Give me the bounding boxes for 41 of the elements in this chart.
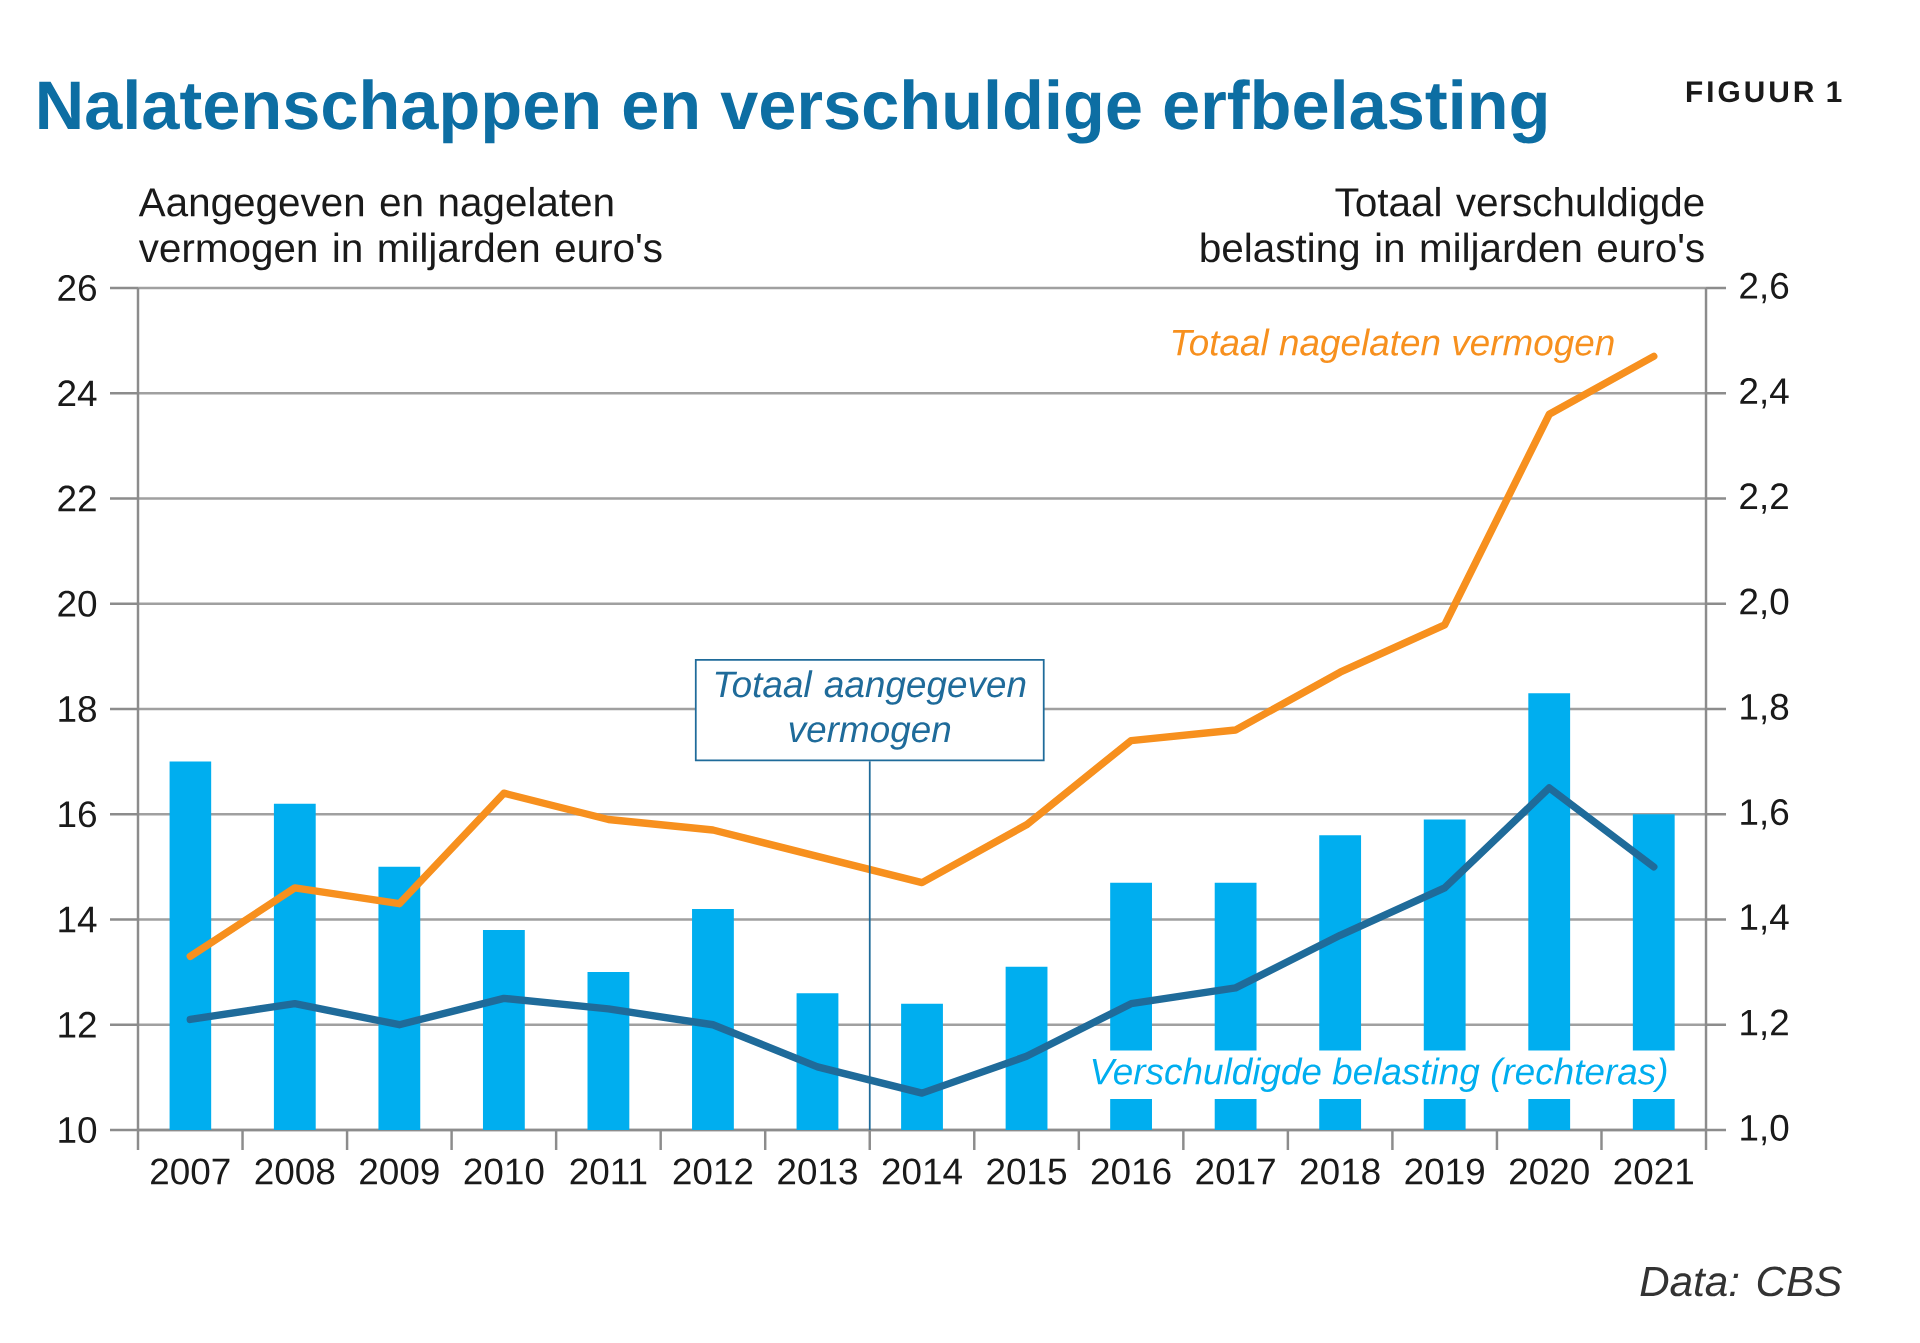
- y-tick-label: 18: [59, 695, 96, 723]
- x-tick-label: 2012: [673, 1158, 753, 1185]
- y-tick-label: 12: [59, 1011, 96, 1038]
- x-tick-label: 2013: [778, 1158, 857, 1185]
- series-label: Totaal nagelaten vermogen: [1172, 328, 1614, 363]
- y2-tick-label: 1,6: [1741, 799, 1789, 830]
- y-axis-title: Aangegeven en nagelaten vermogen in miljarden euro's: [138, 186, 662, 271]
- y2-axis-title: Totaal verschuldigde belasting in miljarden euro's: [1201, 186, 1704, 271]
- y2-tick-label: 1,2: [1741, 1009, 1788, 1040]
- x-tick-label: 2007: [151, 1158, 230, 1185]
- y2-tick-label: 2,0: [1740, 588, 1789, 619]
- y-tick-label: 22: [58, 485, 96, 512]
- y-tick-label: 10: [59, 1116, 97, 1144]
- y2-tick-label: 2,4: [1740, 378, 1789, 409]
- text: Data: CBS: [1640, 1266, 1842, 1297]
- x-tick-label: 2020: [1510, 1158, 1589, 1185]
- x-tick-label: 2015: [987, 1158, 1067, 1185]
- y2-tick-label: 1,0: [1741, 1114, 1789, 1146]
- x-tick-label: 2019: [1405, 1158, 1484, 1185]
- y-tick-label: 16: [59, 801, 96, 828]
- y-tick-label: 14: [59, 906, 97, 933]
- x-tick-label: 2018: [1300, 1158, 1380, 1185]
- chart-title: Nalatenschappen en verschuldige erfbelasting: [39, 79, 1546, 144]
- x-tick-label: 2008: [255, 1158, 335, 1185]
- y-tick-label: 20: [58, 590, 97, 617]
- x-tick-label: 2009: [360, 1158, 439, 1185]
- y-tick-label: 26: [58, 274, 96, 302]
- x-tick-label: 2021: [1614, 1158, 1693, 1185]
- x-tick-label: 2011: [570, 1158, 647, 1185]
- x-tick-label: 2010: [464, 1158, 544, 1185]
- y2-tick-label: 1,8: [1741, 693, 1789, 725]
- y2-tick-label: 2,2: [1740, 483, 1788, 514]
- y2-tick-label: 1,4: [1741, 904, 1789, 935]
- x-tick-label: 2017: [1196, 1158, 1275, 1185]
- text: Totaal aangegeven vermogen: [715, 670, 1026, 750]
- y2-tick-label: 2,6: [1740, 272, 1789, 304]
- text: FIGUUR 1: [1686, 81, 1842, 103]
- x-tick-label: 2014: [882, 1158, 962, 1185]
- x-tick-label: 2016: [1091, 1158, 1171, 1185]
- y-tick-label: 24: [58, 380, 97, 407]
- series-label: Verschuldigde belasting (rechteras): [1092, 1057, 1667, 1092]
